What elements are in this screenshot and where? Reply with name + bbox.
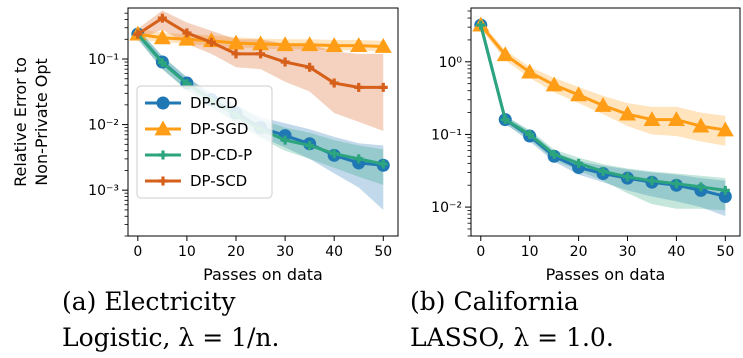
point-dp_sgd-a <box>374 38 392 53</box>
chart-panel-b: 0 10 20 30 40 50 10⁰ 10⁻¹ 10⁻² Passes on data <box>431 7 741 284</box>
point-dp_cd_p-b <box>647 176 657 186</box>
legend-marker-dp_scd <box>158 176 168 186</box>
point-dp_sgd-a <box>252 35 270 51</box>
legend-label-dp_scd: DP-SCD <box>190 172 247 190</box>
x-tick-label-b: 0 <box>476 244 485 260</box>
point-dp_sgd-b <box>496 46 514 62</box>
x-tick-label-a: 40 <box>325 244 343 260</box>
point-dp_scd-a <box>305 62 315 72</box>
x-tick-label-a: 0 <box>133 244 142 260</box>
y-tick-label-a: 10⁻² <box>88 118 119 134</box>
point-dp_scd-a <box>182 28 192 38</box>
point-dp_sgd-b <box>594 97 612 112</box>
point-dp_scd-a <box>206 37 216 47</box>
legend-marker-dp_cd <box>156 96 170 110</box>
point-dp_sgd-a <box>276 36 294 52</box>
x-axis-label-a: Passes on data <box>203 265 323 284</box>
legend-label-dp_cd: DP-CD <box>190 94 238 112</box>
x-tick-label-b: 50 <box>716 244 734 260</box>
x-tick-label-b: 10 <box>521 244 539 260</box>
legend-marker-dp_cd_p <box>158 150 168 160</box>
figure: 0 10 20 30 40 50 10⁻¹ 10⁻² 10⁻³ Passes on data Rel… <box>11 7 741 284</box>
caption-a-line2: Logistic, λ = 1/n. <box>62 323 280 352</box>
point-dp_sgd-a <box>301 36 319 52</box>
point-dp_sgd-b <box>643 111 661 126</box>
band-dp_sgd-b <box>480 22 726 146</box>
legend-label-dp_cd_p: DP-CD-P <box>190 146 252 164</box>
point-dp_scd-a <box>231 49 241 59</box>
point-dp_cd_p-b <box>476 20 486 30</box>
point-dp_sgd-a <box>325 37 343 53</box>
point-dp_cd_p-b <box>598 166 608 176</box>
band-dp_cd_p-a <box>137 28 384 185</box>
point-dp_scd-a <box>329 78 339 88</box>
chart-panel-a: 0 10 20 30 40 50 10⁻¹ 10⁻² 10⁻³ Passes on data Rel… <box>11 7 399 284</box>
y-axis-label-a: Non-Private Opt <box>32 58 51 186</box>
caption-b-line2: LASSO, λ = 1.0. <box>410 323 614 352</box>
point-dp_cd_p-b <box>720 185 730 195</box>
point-dp_sgd-b <box>545 76 563 92</box>
point-dp_cd_p-a <box>280 135 290 145</box>
point-dp_scd-a <box>280 57 290 67</box>
x-tick-label-b: 20 <box>570 244 588 260</box>
point-dp_sgd-b <box>716 121 734 137</box>
point-dp_cd_p-b <box>623 172 633 182</box>
point-dp_cd_p-b <box>549 149 559 159</box>
caption-b: (b) California LASSO, λ = 1.0. <box>410 284 614 356</box>
point-dp_sgd-b <box>667 111 685 126</box>
point-dp_cd_p-a <box>305 140 315 150</box>
x-tick-label-a: 20 <box>227 244 245 260</box>
x-axis-label-b: Passes on data <box>546 265 666 284</box>
x-tick-label-a: 50 <box>374 244 392 260</box>
legend-marker-dp_sgd <box>154 120 172 136</box>
point-dp_cd_p-b <box>525 129 535 139</box>
point-dp_scd-a <box>133 29 143 39</box>
point-dp_cd_p-b <box>574 158 584 168</box>
y-axis-label-a: Relative Error to <box>11 57 30 187</box>
caption-a-line1: (a) Electricity <box>62 287 236 316</box>
plot-area-b <box>472 16 734 217</box>
point-dp_sgd-b <box>619 105 637 121</box>
y-tick-label-a: 10⁻³ <box>88 183 119 199</box>
point-dp_cd_p-a <box>329 149 339 159</box>
caption-b-line1: (b) California <box>410 287 579 316</box>
point-dp_cd_p-b <box>696 182 706 192</box>
legend-frame-a <box>136 85 273 199</box>
point-dp_cd_p-a <box>157 58 167 68</box>
point-dp_sgd-a <box>350 37 368 53</box>
point-dp_scd-a <box>354 82 364 92</box>
point-dp_sgd-b <box>570 86 588 102</box>
point-dp_sgd-a <box>227 34 245 50</box>
caption-a: (a) Electricity Logistic, λ = 1/n. <box>62 284 279 356</box>
y-tick-label-a: 10⁻¹ <box>88 52 119 68</box>
point-dp_sgd-a <box>153 29 171 45</box>
y-tick-label-b: 10⁻¹ <box>431 127 462 143</box>
point-dp_scd-a <box>256 49 266 59</box>
point-dp_cd_p-a <box>354 154 364 164</box>
legend-a: DP-CD DP-SGD DP-CD-P DP-SCD <box>136 85 273 199</box>
x-tick-label-a: 30 <box>276 244 294 260</box>
x-tick-label-a: 10 <box>178 244 196 260</box>
point-dp_scd-a <box>157 13 167 23</box>
axes-frame-b <box>470 7 741 237</box>
y-tick-label-b: 10⁰ <box>439 55 463 71</box>
legend-label-dp_sgd: DP-SGD <box>190 120 248 138</box>
point-dp_cd_p-a <box>378 159 388 169</box>
x-tick-label-b: 30 <box>619 244 637 260</box>
point-dp_sgd-b <box>692 117 710 133</box>
point-dp_sgd-a <box>178 30 196 46</box>
y-tick-label-b: 10⁻² <box>431 200 462 216</box>
x-tick-label-b: 40 <box>668 244 686 260</box>
point-dp_cd_p-b <box>671 179 681 189</box>
point-dp_sgd-b <box>521 63 539 79</box>
axes-frame-a <box>127 7 399 237</box>
point-dp_cd-b <box>718 189 732 203</box>
point-dp_cd_p-b <box>500 115 510 125</box>
point-dp_scd-a <box>378 82 388 92</box>
